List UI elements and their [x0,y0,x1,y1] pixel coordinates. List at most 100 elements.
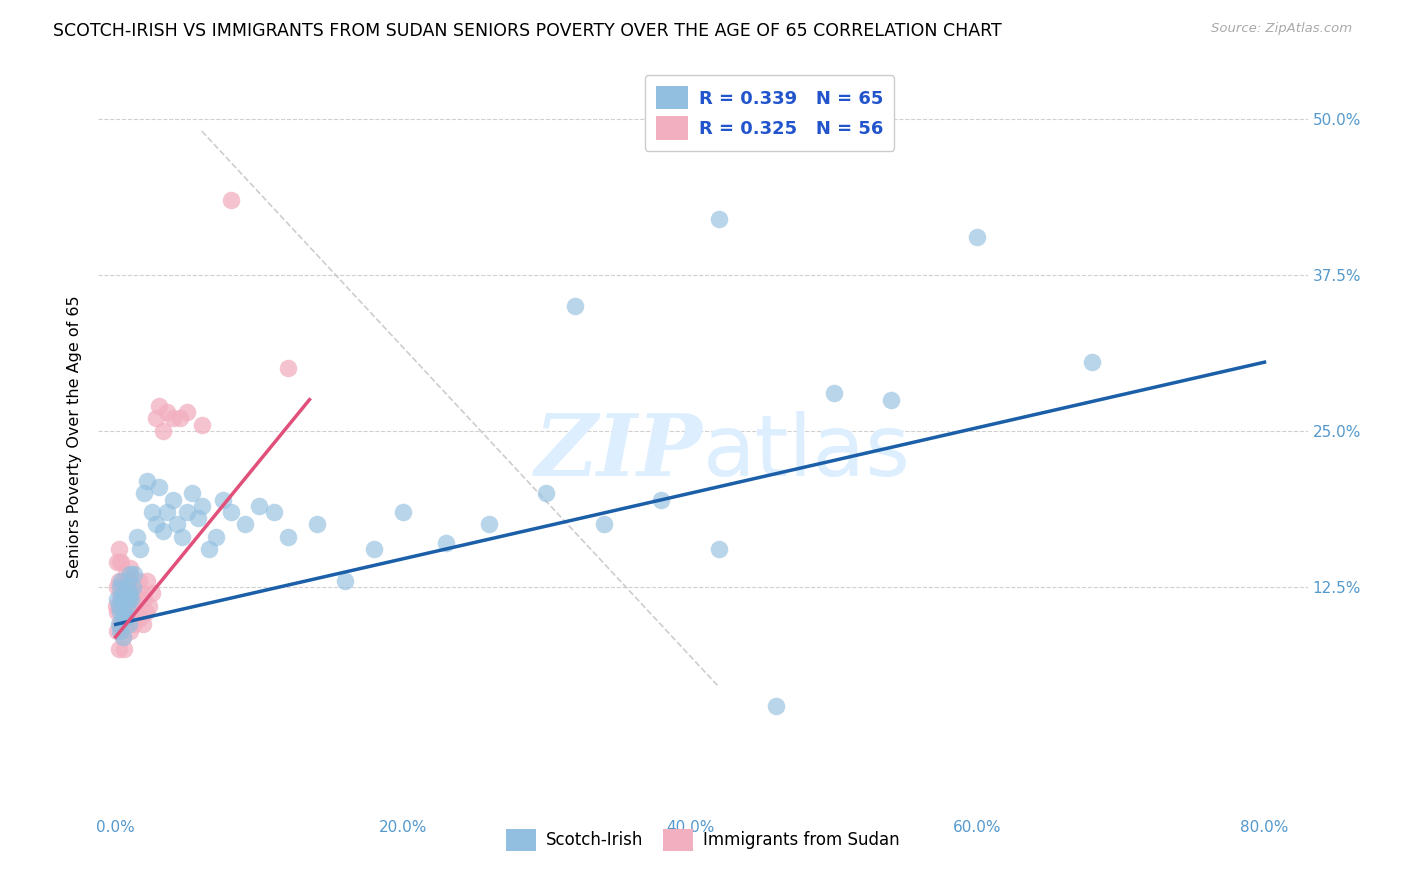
Point [478,517,501,532]
Point [186,511,208,525]
Point [148,399,170,413]
Point [162,492,184,507]
Point [136,474,159,488]
Point [122,580,145,594]
Point [135,605,157,619]
Point [110,592,132,607]
Point [114,592,136,607]
Point [152,524,174,538]
Point [128,574,150,588]
Point [233,517,256,532]
Point [110,624,132,638]
Point [105,580,128,594]
Point [392,505,415,519]
Point [105,624,128,638]
Point [966,230,988,244]
Point [247,499,270,513]
Point [564,299,586,313]
Point [134,486,156,500]
Point [112,605,135,619]
Text: atlas: atlas [703,410,911,493]
Point [132,617,155,632]
Point [105,605,128,619]
Point [115,599,138,613]
Point [107,617,129,632]
Point [156,405,179,419]
Point [170,530,193,544]
Point [110,574,132,588]
Point [127,530,149,544]
Point [114,599,136,613]
Point [108,605,131,619]
Text: SCOTCH-IRISH VS IMMIGRANTS FROM SUDAN SENIORS POVERTY OVER THE AGE OF 65 CORRELA: SCOTCH-IRISH VS IMMIGRANTS FROM SUDAN SE… [53,22,1002,40]
Point [124,567,146,582]
Point [136,574,159,588]
Point [112,642,135,657]
Point [118,592,141,607]
Point [880,392,903,407]
Point [112,586,135,600]
Point [169,411,191,425]
Point [198,542,221,557]
Point [145,517,167,532]
Point [191,417,214,432]
Point [124,586,146,600]
Point [707,542,730,557]
Point [107,599,129,613]
Point [111,611,134,625]
Point [108,617,131,632]
Point [105,592,128,607]
Point [131,586,153,600]
Point [129,611,152,625]
Point [1081,355,1104,369]
Point [125,605,148,619]
Point [110,592,132,607]
Text: ZIP: ZIP [536,410,703,494]
Point [115,586,138,600]
Point [118,624,141,638]
Point [145,411,167,425]
Point [152,424,174,438]
Point [650,492,672,507]
Point [118,561,141,575]
Point [117,605,139,619]
Point [176,405,198,419]
Point [115,617,138,632]
Point [166,517,188,532]
Point [108,555,131,569]
Point [112,605,135,619]
Point [112,574,135,588]
Point [120,580,142,594]
Point [335,574,357,588]
Point [110,555,132,569]
Y-axis label: Seniors Poverty Over the Age of 65: Seniors Poverty Over the Age of 65 [67,296,83,578]
Point [120,592,142,607]
Point [111,592,134,607]
Point [117,574,139,588]
Point [127,592,149,607]
Point [118,567,141,582]
Point [593,517,616,532]
Point [765,698,787,713]
Point [205,530,228,544]
Point [108,586,131,600]
Point [219,505,242,519]
Point [134,592,156,607]
Point [162,411,184,425]
Point [707,211,730,226]
Point [141,586,163,600]
Point [305,517,328,532]
Point [212,492,235,507]
Point [176,505,198,519]
Point [105,555,128,569]
Point [111,630,134,644]
Point [107,599,129,613]
Point [277,361,299,376]
Point [148,480,170,494]
Point [141,505,163,519]
Point [107,574,129,588]
Point [111,611,134,625]
Point [191,499,214,513]
Point [180,486,202,500]
Point [138,599,160,613]
